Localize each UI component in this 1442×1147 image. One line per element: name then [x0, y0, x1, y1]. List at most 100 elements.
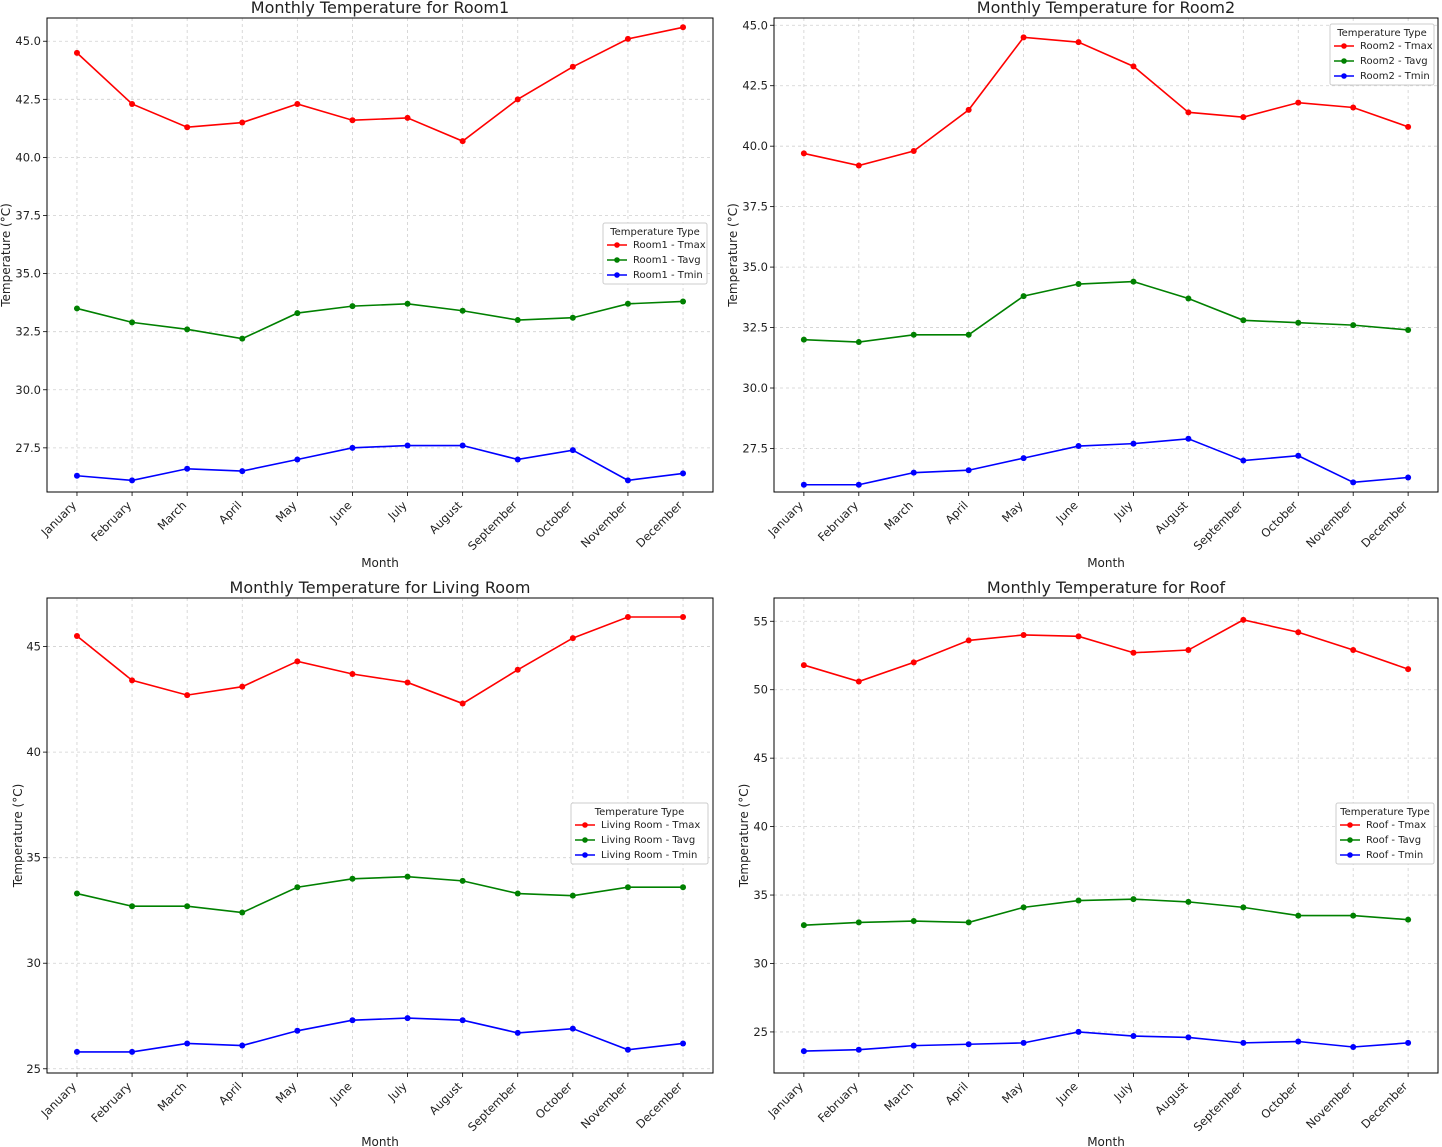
data-point	[349, 1017, 356, 1024]
data-point	[514, 666, 521, 673]
data-point	[800, 662, 807, 669]
data-point	[800, 336, 807, 343]
x-tick-label: August	[1152, 1079, 1191, 1118]
data-point	[184, 903, 191, 910]
legend-entry: Living Room - Tmax	[601, 820, 700, 831]
data-point	[1405, 326, 1412, 333]
legend-box	[1335, 802, 1435, 865]
x-tick-label: February	[88, 498, 134, 544]
legend-swatch-marker	[1341, 73, 1347, 79]
data-point	[1075, 897, 1082, 904]
data-point	[1075, 281, 1082, 288]
data-point	[129, 903, 136, 910]
data-point	[1130, 63, 1137, 70]
legend-box	[602, 222, 708, 285]
x-tick-label: February	[88, 1079, 134, 1125]
data-point	[73, 890, 80, 897]
series-3	[800, 1028, 1412, 1055]
legend: Temperature Type Roof - Tmax Roof - Tavg Ro…	[1335, 802, 1435, 865]
data-point	[910, 1042, 917, 1049]
y-axis-label: Temperature (°C)	[0, 203, 13, 308]
legend-entry: Room2 - Tmin	[1360, 71, 1430, 82]
legend-title: Temperature Type	[1339, 807, 1430, 818]
y-tick-label: 42.5	[15, 92, 41, 106]
data-point	[569, 314, 576, 321]
data-point	[1130, 278, 1137, 285]
data-point	[129, 100, 136, 107]
series-2	[73, 873, 687, 916]
data-point	[1295, 1038, 1302, 1045]
x-axis-label: Month	[1087, 556, 1125, 570]
data-point	[1295, 99, 1302, 106]
x-tick-label: March	[881, 1079, 916, 1114]
data-point	[459, 877, 466, 884]
data-point	[1130, 649, 1137, 656]
data-point	[910, 469, 917, 476]
data-point	[1020, 34, 1027, 41]
x-tick-label: March	[155, 498, 190, 533]
data-point	[294, 456, 301, 463]
y-tick-label: 35.0	[742, 260, 768, 274]
series-1	[800, 616, 1412, 685]
legend-swatch-marker	[582, 837, 588, 843]
y-tick-label: 37.5	[742, 200, 768, 214]
data-point	[129, 319, 136, 326]
data-point	[624, 614, 631, 620]
data-point	[1350, 1043, 1357, 1050]
data-point	[514, 890, 521, 897]
legend-entry: Room2 - Tmax	[1360, 41, 1433, 52]
y-axis-label: Temperature (°C)	[11, 784, 25, 889]
data-point	[1240, 904, 1247, 911]
y-tick-label: 40.0	[742, 139, 768, 153]
legend: Temperature Type Room1 - Tmax Room1 - Tavg…	[602, 222, 708, 285]
data-point	[404, 1015, 411, 1022]
series-line	[803, 280, 1409, 343]
y-tick-label: 40	[753, 820, 768, 834]
legend-entry: Room1 - Tavg	[633, 255, 701, 266]
data-point	[349, 303, 356, 310]
data-point	[569, 892, 576, 899]
grid	[770, 18, 1438, 496]
data-point	[855, 481, 862, 488]
data-point	[1020, 455, 1027, 462]
legend-swatch-marker	[1347, 852, 1353, 858]
y-tick-label: 40.0	[15, 150, 41, 164]
y-tick-label: 45	[753, 751, 768, 765]
x-tick-label: June	[326, 498, 354, 526]
legend-title: Temperature Type	[594, 807, 685, 818]
data-point	[855, 678, 862, 685]
series-3	[73, 442, 687, 484]
x-tick-label: July	[1110, 498, 1135, 523]
x-tick-label: November	[1303, 1079, 1355, 1131]
data-point	[569, 635, 576, 642]
data-point	[1185, 1034, 1192, 1041]
y-tick-label: 45	[26, 640, 41, 654]
y-tick-label: 45.0	[15, 34, 41, 48]
data-point	[624, 477, 631, 484]
x-tick-label: April	[942, 1079, 970, 1107]
legend-entry: Room2 - Tavg	[1360, 56, 1428, 67]
data-point	[294, 658, 301, 665]
data-point	[1350, 912, 1357, 919]
data-point	[1185, 435, 1192, 442]
legend-title: Temperature Type	[1336, 28, 1427, 39]
chart-title: Monthly Temperature for Room1	[251, 0, 509, 17]
data-point	[800, 481, 807, 488]
series-1	[800, 34, 1412, 169]
x-tick-label: September	[1191, 1079, 1246, 1134]
data-point	[239, 909, 246, 916]
x-axis-label: Month	[1087, 1135, 1125, 1147]
x-tick-label: July	[384, 498, 409, 523]
data-point	[294, 100, 301, 107]
data-point	[73, 472, 80, 479]
data-point	[1240, 616, 1247, 623]
x-tick-label: December	[633, 498, 685, 550]
y-tick-label: 37.5	[15, 209, 41, 223]
data-point	[1350, 647, 1357, 654]
x-tick-label: December	[633, 1079, 685, 1131]
data-point	[800, 922, 807, 929]
data-point	[910, 918, 917, 925]
data-point	[184, 692, 191, 699]
data-point	[910, 659, 917, 666]
x-tick-label: November	[578, 1079, 630, 1131]
